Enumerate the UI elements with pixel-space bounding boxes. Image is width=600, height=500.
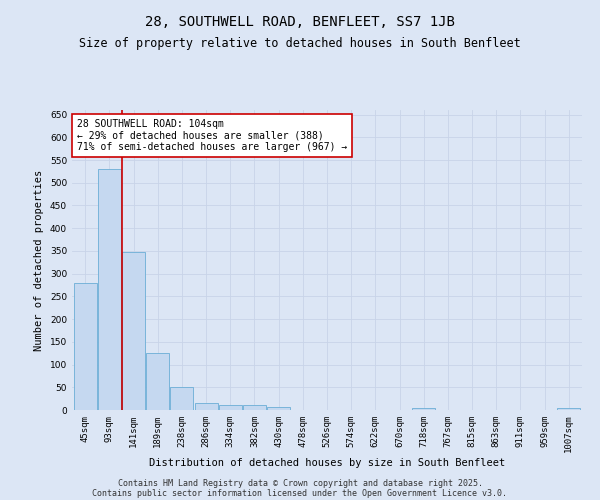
Text: Contains HM Land Registry data © Crown copyright and database right 2025.: Contains HM Land Registry data © Crown c… bbox=[118, 478, 482, 488]
Bar bbox=[122, 252, 145, 410]
Bar bbox=[557, 408, 580, 410]
Bar bbox=[243, 406, 266, 410]
Text: Size of property relative to detached houses in South Benfleet: Size of property relative to detached ho… bbox=[79, 38, 521, 51]
Text: Contains public sector information licensed under the Open Government Licence v3: Contains public sector information licen… bbox=[92, 488, 508, 498]
Bar bbox=[412, 408, 435, 410]
Bar bbox=[74, 282, 97, 410]
Text: 28, SOUTHWELL ROAD, BENFLEET, SS7 1JB: 28, SOUTHWELL ROAD, BENFLEET, SS7 1JB bbox=[145, 15, 455, 29]
Bar bbox=[170, 388, 193, 410]
Text: 28 SOUTHWELL ROAD: 104sqm
← 29% of detached houses are smaller (388)
71% of semi: 28 SOUTHWELL ROAD: 104sqm ← 29% of detac… bbox=[77, 119, 347, 152]
Bar bbox=[146, 353, 169, 410]
Bar bbox=[98, 169, 121, 410]
Bar bbox=[219, 406, 242, 410]
X-axis label: Distribution of detached houses by size in South Benfleet: Distribution of detached houses by size … bbox=[149, 458, 505, 468]
Bar bbox=[194, 403, 218, 410]
Y-axis label: Number of detached properties: Number of detached properties bbox=[34, 170, 44, 350]
Bar bbox=[267, 408, 290, 410]
